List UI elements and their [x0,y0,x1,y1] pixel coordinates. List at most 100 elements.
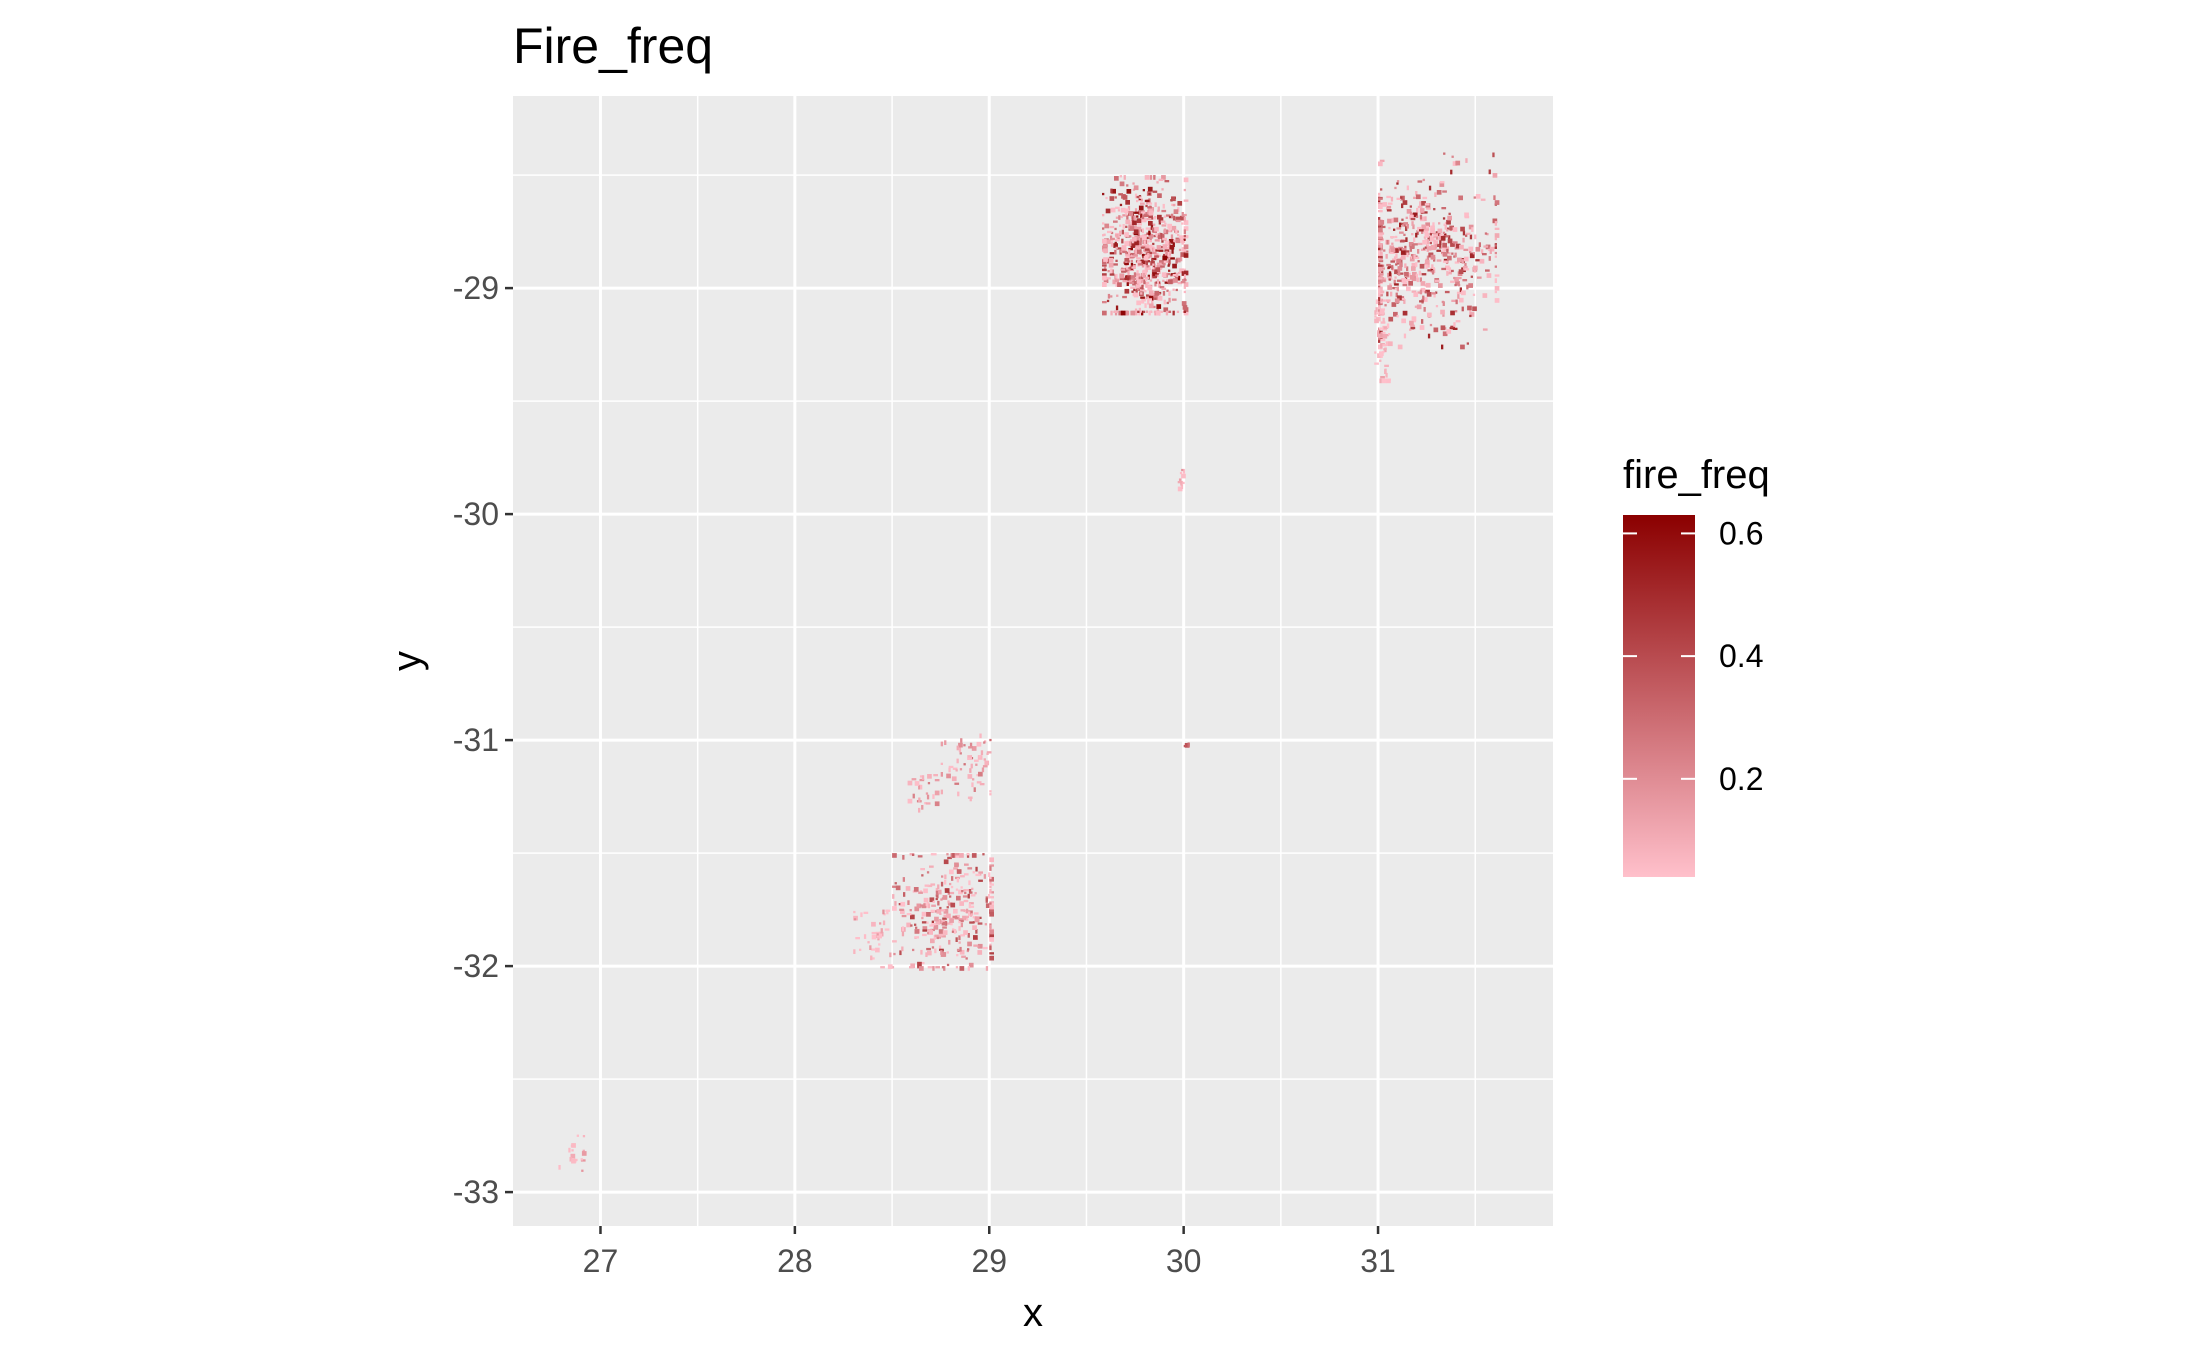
raster-cell [935,887,938,893]
raster-cell [1416,304,1422,310]
raster-cell [1156,181,1159,184]
raster-cell [1148,295,1154,301]
raster-cell [956,895,961,901]
raster-cell [1137,240,1142,246]
raster-cell [1400,298,1405,301]
raster-cell [989,902,992,905]
raster-cell [1151,227,1155,233]
raster-cell [1129,226,1135,231]
raster-cell [1394,186,1397,190]
raster-cell [949,869,954,875]
raster-cell [1121,238,1124,244]
raster-cell [1169,244,1175,250]
raster-cell [952,915,958,918]
raster-cell [1401,203,1404,209]
raster-cell [1149,238,1152,241]
raster-cell [906,913,912,916]
raster-cell [1103,266,1107,269]
raster-cell [1383,326,1389,329]
raster-cell [1420,281,1426,286]
raster-cell [989,883,994,886]
raster-cell [1128,249,1131,254]
raster-cell [960,875,965,878]
raster-cell [1494,246,1497,249]
raster-cell [1175,238,1181,244]
y-tick-label-3: -32 [453,948,499,984]
raster-cell [949,891,955,895]
raster-cell [1454,252,1457,258]
raster-cell [1140,296,1145,299]
raster-cell [1401,318,1406,324]
raster-cell [1438,222,1441,225]
raster-cell [853,910,856,914]
raster-cell [918,891,923,894]
raster-cell [967,933,970,938]
raster-cell [935,910,938,913]
raster-cell [1181,212,1184,217]
raster-cell [1409,320,1414,326]
raster-cell [1127,205,1131,211]
raster-cell [1113,263,1118,266]
raster-cell [1125,225,1128,228]
raster-cell [1180,256,1183,262]
raster-cell [1152,267,1155,270]
raster-cell [1378,247,1381,253]
raster-cell [1473,196,1476,199]
raster-cell [1408,281,1413,286]
raster-cell [939,948,944,951]
raster-cell [571,1158,576,1164]
raster-cell [1402,281,1408,284]
raster-cell [1404,263,1407,269]
raster-cell [972,925,977,930]
raster-cell [1139,235,1143,238]
raster-cell [947,892,950,895]
raster-cell [975,929,978,934]
raster-cell [1386,239,1389,245]
raster-cell [1412,271,1417,277]
raster-cell [1386,205,1392,209]
raster-cell [1133,292,1139,298]
raster-cell [1114,176,1119,181]
raster-cell [1116,294,1119,297]
raster-cell [1107,270,1110,273]
raster-cell [969,921,974,924]
raster-cell [855,937,860,940]
raster-cell [900,901,906,907]
raster-cell [1494,274,1500,277]
raster-cell [1141,276,1144,281]
raster-cell [1124,262,1129,266]
raster-cell [1390,247,1396,252]
raster-cell [1416,277,1419,283]
raster-cell [1452,227,1458,232]
raster-cell [901,926,905,932]
raster-cell [911,778,917,781]
raster-cell [1472,252,1476,255]
raster-cell [1183,278,1186,281]
raster-cell [1177,271,1181,275]
raster-cell [1140,259,1146,265]
raster-cell [1434,244,1438,249]
raster-cell [1138,263,1143,266]
raster-cell [1442,231,1446,234]
raster-cell [1402,224,1405,227]
raster-cell [1378,245,1383,251]
raster-cell [893,952,896,956]
raster-cell [884,928,890,931]
raster-cell [1119,181,1125,187]
raster-cell [950,923,953,926]
raster-cell [1396,279,1402,282]
raster-cell [1396,227,1402,230]
raster-cell [1433,240,1438,245]
raster-cell [1430,245,1436,250]
raster-cell [1147,209,1150,215]
raster-cell [1382,350,1385,354]
raster-cell [972,921,976,924]
raster-cell [1425,222,1430,228]
raster-cell [958,941,961,944]
raster-cell [1468,283,1473,288]
chart-title: Fire_freq [513,18,713,74]
raster-cell [1118,310,1124,316]
raster-cell [914,781,920,786]
raster-cell [1489,246,1495,252]
raster-cell [944,874,947,880]
